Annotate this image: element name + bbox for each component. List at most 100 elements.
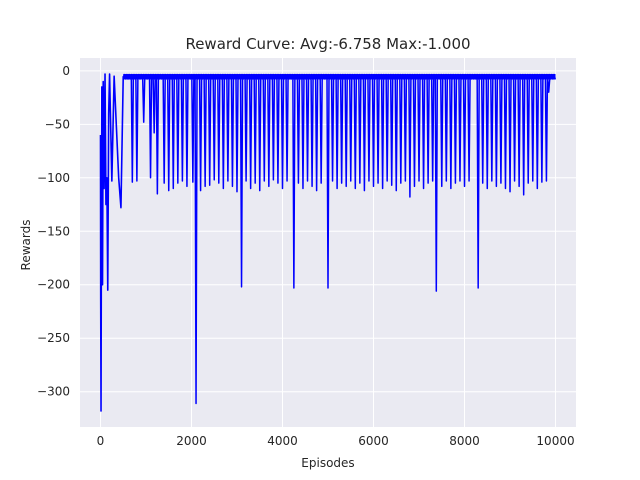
- series-spike: [319, 79, 323, 184]
- series-spike: [276, 79, 280, 184]
- series-spike: [162, 79, 166, 184]
- series-spike: [166, 79, 171, 192]
- series-spike: [305, 79, 310, 182]
- series-spike: [253, 79, 257, 184]
- series-spike: [130, 79, 135, 183]
- series-spike: [326, 79, 330, 289]
- series-spike: [344, 79, 348, 188]
- series-spike: [535, 79, 540, 190]
- y-tick-label: −50: [45, 117, 70, 131]
- series-spike: [467, 79, 471, 182]
- series-spike: [301, 79, 305, 190]
- series-spike: [226, 79, 230, 182]
- series-spike: [271, 79, 276, 181]
- x-tick-label: 6000: [358, 434, 389, 448]
- series-spike: [180, 79, 185, 182]
- series-spike: [358, 79, 362, 184]
- series-spike: [517, 79, 521, 188]
- series-spike: [412, 79, 417, 188]
- series-spike: [239, 79, 244, 288]
- x-tick-label: 4000: [267, 434, 298, 448]
- series-spike: [212, 79, 216, 181]
- series-spike: [367, 79, 371, 182]
- series-spike: [310, 79, 314, 188]
- series-spike: [540, 79, 544, 183]
- x-tick-label: 2000: [176, 434, 207, 448]
- series-layer: [99, 73, 557, 412]
- series-spike: [544, 79, 549, 182]
- series-spike: [426, 79, 430, 184]
- series-line-initial: [99, 73, 125, 412]
- series-spike: [444, 79, 449, 182]
- series-spike: [330, 79, 335, 182]
- series-spike: [203, 79, 207, 188]
- series-spike: [362, 79, 367, 192]
- series-spike: [198, 79, 203, 192]
- series-spike: [155, 79, 160, 195]
- series-spike: [235, 79, 239, 193]
- series-spike: [430, 79, 435, 182]
- x-axis: 0 2000 4000 6000 8000 10000: [97, 434, 575, 448]
- series-spike: [217, 79, 221, 184]
- series-spike: [207, 79, 212, 187]
- y-tick-label: −150: [37, 224, 70, 238]
- series-spike: [494, 79, 499, 188]
- series-spike: [434, 79, 439, 292]
- series-spike: [546, 79, 551, 93]
- y-axis: 0 −50 −100 −150 −200 −250 −300: [37, 64, 70, 399]
- series-spike: [185, 79, 189, 188]
- series-spike: [339, 79, 344, 184]
- series-spike: [408, 79, 412, 198]
- y-tick-label: −100: [37, 171, 70, 185]
- x-tick-label: 0: [97, 434, 105, 448]
- series-spike: [499, 79, 503, 184]
- series-spike: [389, 79, 394, 187]
- series-spike: [512, 79, 517, 182]
- series-spike: [462, 79, 467, 188]
- series-spike: [296, 79, 301, 184]
- series-spike: [394, 79, 399, 192]
- series-spike: [380, 79, 385, 190]
- series-baseline-band: [123, 74, 556, 80]
- series-spike: [248, 79, 253, 190]
- series-spike: [508, 79, 512, 193]
- chart-title: Reward Curve: Avg:-6.758 Max:-1.000: [185, 35, 470, 53]
- series-spike: [267, 79, 271, 188]
- series-spike: [376, 79, 380, 184]
- series-spike: [526, 79, 530, 184]
- series-spike: [503, 79, 508, 190]
- series-spike: [191, 79, 195, 183]
- series-spike: [349, 79, 353, 182]
- series-spike: [152, 79, 156, 134]
- x-tick-label: 10000: [536, 434, 574, 448]
- series-spike: [421, 79, 426, 190]
- x-tick-label: 8000: [449, 434, 480, 448]
- series-spike: [371, 79, 376, 188]
- series-spike: [353, 79, 358, 190]
- series-spike: [417, 79, 421, 182]
- series-spike: [403, 79, 408, 182]
- series-spike: [148, 79, 153, 179]
- series-spike: [176, 79, 180, 184]
- y-tick-label: −250: [37, 331, 70, 345]
- series-spike: [449, 79, 453, 190]
- series-spike: [476, 79, 480, 289]
- series-spike: [480, 79, 485, 184]
- y-tick-label: 0: [62, 64, 70, 78]
- series-spike: [280, 79, 285, 190]
- series-spike: [385, 79, 389, 182]
- series-spike: [292, 79, 296, 289]
- series-spike: [458, 79, 462, 182]
- series-spike: [230, 79, 235, 188]
- series-spike: [257, 79, 262, 192]
- series-spike: [285, 79, 289, 182]
- series-spike: [521, 79, 526, 196]
- series-spike: [135, 79, 139, 182]
- series-spike: [141, 79, 146, 123]
- series-spike: [490, 79, 494, 182]
- x-axis-label: Episodes: [301, 456, 354, 470]
- series-spike: [453, 79, 458, 184]
- y-tick-label: −300: [37, 385, 70, 399]
- series-spike: [399, 79, 403, 184]
